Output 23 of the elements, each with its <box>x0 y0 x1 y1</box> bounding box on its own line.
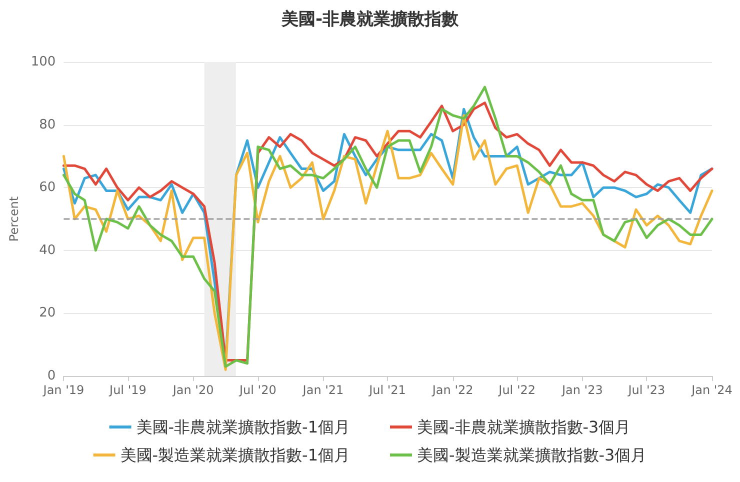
x-tick-label: Jan '22 <box>431 383 474 397</box>
legend-label: 美國-非農就業擴散指數-3個月 <box>417 418 631 436</box>
x-tick-label: Jan '23 <box>560 383 603 397</box>
y-tick-label: 40 <box>39 242 56 258</box>
x-tick-label: Jul '23 <box>627 383 666 397</box>
legend-label: 美國-製造業就業擴散指數-3個月 <box>417 446 647 464</box>
x-tick-label: Jan '19 <box>42 383 84 397</box>
y-axis-title: Percent <box>7 196 21 242</box>
x-tick-label: Jul '22 <box>498 383 536 397</box>
y-tick-label: 20 <box>39 306 56 321</box>
y-tick-label: 60 <box>39 180 56 196</box>
chart-title: 美國-非農就業擴散指數 <box>280 10 460 30</box>
y-tick-label: 80 <box>39 117 56 132</box>
x-tick-label: Jul '20 <box>238 383 276 397</box>
x-tick-label: Jan '21 <box>302 383 344 397</box>
x-tick-label: Jan '20 <box>172 383 214 397</box>
x-tick-label: Jul '19 <box>108 383 146 397</box>
x-tick-label: Jul '21 <box>368 383 406 397</box>
legend-label: 美國-製造業就業擴散指數-1個月 <box>120 446 350 464</box>
y-tick-label: 100 <box>30 54 56 70</box>
legend-label: 美國-非農就業擴散指數-1個月 <box>136 418 350 436</box>
x-tick-label: Jan '24 <box>690 383 732 397</box>
y-tick-label: 0 <box>47 368 56 384</box>
